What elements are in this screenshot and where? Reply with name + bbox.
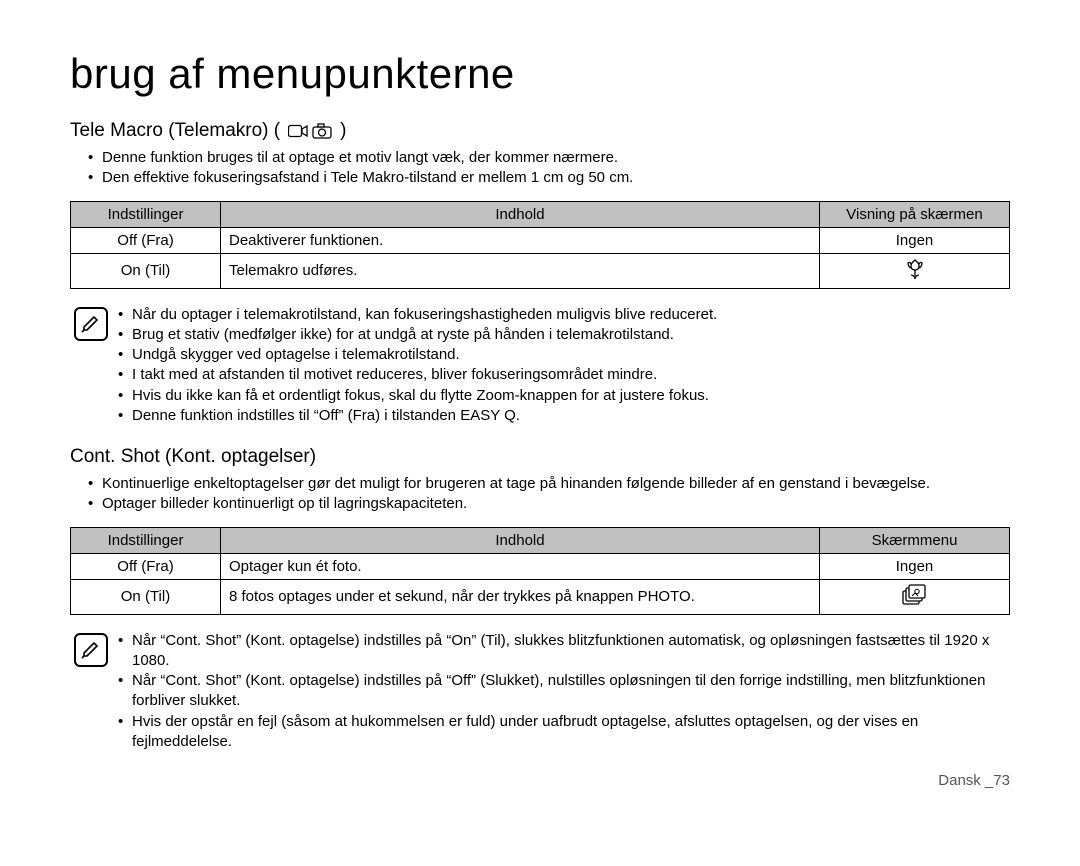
note-item: Når “Cont. Shot” (Kont. optagelse) indst… xyxy=(118,671,1010,712)
section2-note: Når “Cont. Shot” (Kont. optagelse) indst… xyxy=(70,631,1010,753)
section1-table: Indstillinger Indhold Visning på skærmen… xyxy=(70,201,1010,289)
section2-intro-item: Optager billeder kontinuerligt op til la… xyxy=(88,494,1010,514)
section1-heading-close: ) xyxy=(340,120,346,142)
table-row: Off (Fra) Deaktiverer funktionen. Ingen xyxy=(71,227,1010,253)
section2-table: Indstillinger Indhold Skærmmenu Off (Fra… xyxy=(70,527,1010,615)
page-title: brug af menupunkterne xyxy=(70,50,1010,98)
section1-note: Når du optager i telemakrotilstand, kan … xyxy=(70,305,1010,427)
section2-intro: Kontinuerlige enkeltoptagelser gør det m… xyxy=(70,474,1010,515)
section1-intro-item: Denne funktion bruges til at optage et m… xyxy=(88,148,1010,168)
section1-intro-item: Den effektive fokuseringsafstand i Tele … xyxy=(88,168,1010,188)
cell-display: Ingen xyxy=(820,553,1010,579)
page-footer: Dansk _73 xyxy=(70,772,1010,789)
section1-intro: Denne funktion bruges til at optage et m… xyxy=(70,148,1010,189)
section2-intro-item: Kontinuerlige enkeltoptagelser gør det m… xyxy=(88,474,1010,494)
burst-icon xyxy=(902,584,928,606)
cell-display-icon xyxy=(820,253,1010,288)
note-icon xyxy=(74,307,108,341)
table-row: On (Til) Telemakro udføres. xyxy=(71,253,1010,288)
th-content: Indhold xyxy=(221,527,820,553)
cell-setting: Off (Fra) xyxy=(71,553,221,579)
cell-content: Deaktiverer funktionen. xyxy=(221,227,820,253)
th-settings: Indstillinger xyxy=(71,527,221,553)
section2-heading-text: Cont. Shot (Kont. optagelser) xyxy=(70,446,316,468)
note-item: Når “Cont. Shot” (Kont. optagelse) indst… xyxy=(118,631,1010,672)
th-settings: Indstillinger xyxy=(71,201,221,227)
cell-content: 8 fotos optages under et sekund, når der… xyxy=(221,579,820,614)
video-mode-icon xyxy=(288,123,308,139)
section1-heading-icons xyxy=(288,123,332,139)
note-item: Denne funktion indstilles til “Off” (Fra… xyxy=(118,406,1010,426)
cell-content: Optager kun ét foto. xyxy=(221,553,820,579)
table-header-row: Indstillinger Indhold Visning på skærmen xyxy=(71,201,1010,227)
note-item: I takt med at afstanden til motivet redu… xyxy=(118,365,1010,385)
cell-setting: On (Til) xyxy=(71,253,221,288)
section1-heading-text: Tele Macro (Telemakro) ( xyxy=(70,120,280,142)
tulip-icon xyxy=(905,258,925,280)
photo-mode-icon xyxy=(312,123,332,139)
pencil-note-icon xyxy=(80,639,102,661)
th-content: Indhold xyxy=(221,201,820,227)
note-item: Hvis der opstår en fejl (såsom at hukomm… xyxy=(118,712,1010,753)
cell-content: Telemakro udføres. xyxy=(221,253,820,288)
th-display: Skærmmenu xyxy=(820,527,1010,553)
cell-display: Ingen xyxy=(820,227,1010,253)
section1-note-list: Når du optager i telemakrotilstand, kan … xyxy=(118,305,1010,427)
note-item: Hvis du ikke kan få et ordentligt fokus,… xyxy=(118,386,1010,406)
table-row: Off (Fra) Optager kun ét foto. Ingen xyxy=(71,553,1010,579)
page-root: brug af menupunkterne Tele Macro (Telema… xyxy=(0,0,1080,819)
cell-setting: Off (Fra) xyxy=(71,227,221,253)
table-row: On (Til) 8 fotos optages under et sekund… xyxy=(71,579,1010,614)
th-display: Visning på skærmen xyxy=(820,201,1010,227)
section1-heading: Tele Macro (Telemakro) ( ) xyxy=(70,120,1010,142)
pencil-note-icon xyxy=(80,313,102,335)
table-header-row: Indstillinger Indhold Skærmmenu xyxy=(71,527,1010,553)
note-item: Når du optager i telemakrotilstand, kan … xyxy=(118,305,1010,325)
cell-setting: On (Til) xyxy=(71,579,221,614)
cell-display-icon xyxy=(820,579,1010,614)
note-item: Brug et stativ (medfølger ikke) for at u… xyxy=(118,325,1010,345)
section2-heading: Cont. Shot (Kont. optagelser) xyxy=(70,446,1010,468)
note-item: Undgå skygger ved optagelse i telemakrot… xyxy=(118,345,1010,365)
section2-note-list: Når “Cont. Shot” (Kont. optagelse) indst… xyxy=(118,631,1010,753)
note-icon xyxy=(74,633,108,667)
